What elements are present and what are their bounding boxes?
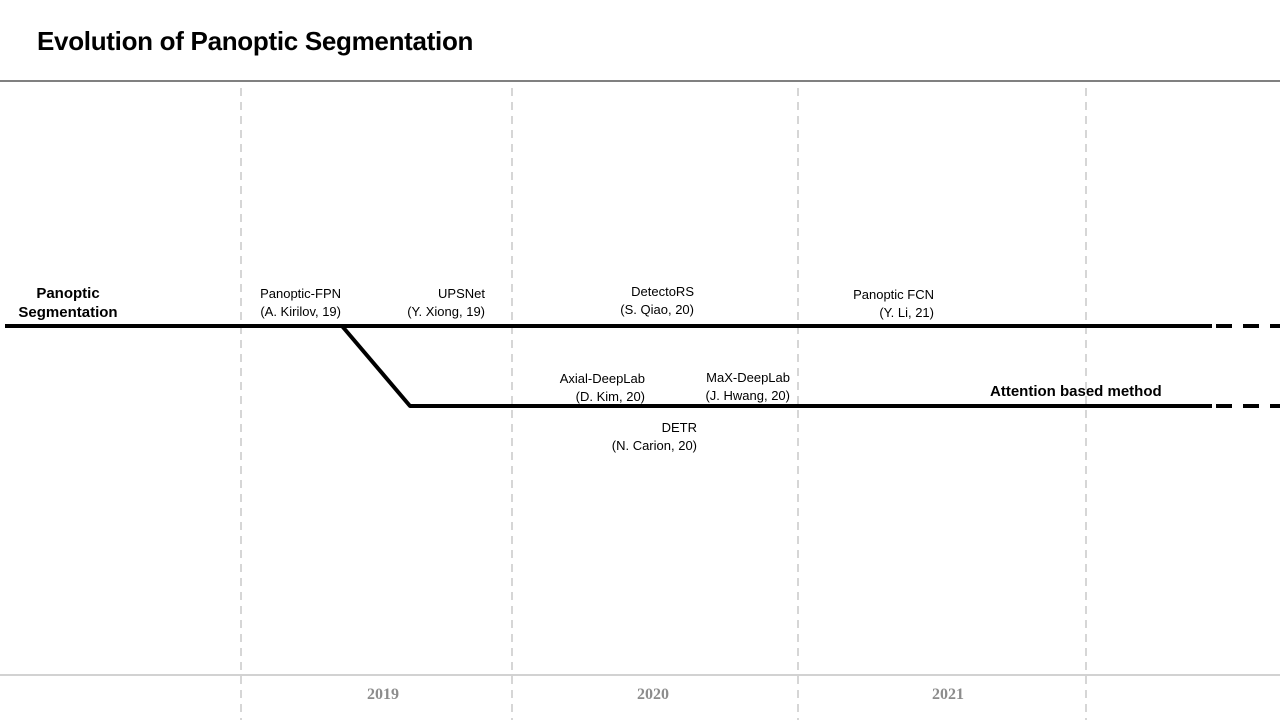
method-name: DetectoRS bbox=[631, 284, 694, 299]
method-name: Panoptic FCN bbox=[853, 287, 934, 302]
method-name: Axial-DeepLab bbox=[559, 371, 645, 386]
method-detr: DETR (N. Carion, 20) bbox=[612, 419, 697, 455]
method-reference: (S. Qiao, 20) bbox=[620, 302, 694, 317]
method-upsnet: UPSNet (Y. Xiong, 19) bbox=[407, 285, 485, 321]
method-reference: (Y. Xiong, 19) bbox=[407, 304, 485, 319]
page-title: Evolution of Panoptic Segmentation bbox=[37, 26, 474, 56]
method-reference: (N. Carion, 20) bbox=[611, 438, 697, 453]
method-name: Panoptic-FPN bbox=[260, 286, 341, 301]
method-reference: (D. Kim, 20) bbox=[575, 389, 645, 404]
year-label-2021: 2021 bbox=[932, 686, 964, 703]
method-detectors: DetectoRS (S. Qiao, 20) bbox=[620, 283, 694, 319]
method-reference: (A. Kirilov, 19) bbox=[260, 304, 341, 319]
method-axial-deeplab: Axial-DeepLab (D. Kim, 20) bbox=[560, 370, 645, 406]
method-reference: (Y. Li, 21) bbox=[879, 305, 934, 320]
attention-track-label: Attention based method bbox=[990, 383, 1162, 400]
method-max-deeplab: MaX-DeepLab (J. Hwang, 20) bbox=[705, 369, 790, 405]
method-panoptic-fpn: Panoptic-FPN (A. Kirilov, 19) bbox=[260, 285, 341, 321]
method-reference: (J. Hwang, 20) bbox=[705, 388, 790, 403]
attention-branch-line bbox=[340, 324, 1212, 408]
year-label-2020: 2020 bbox=[637, 686, 669, 703]
method-name: DETR bbox=[661, 420, 697, 435]
panoptic-track-label: Panoptic Segmentation bbox=[18, 285, 118, 321]
method-name: UPSNet bbox=[438, 286, 485, 301]
method-panoptic-fcn: Panoptic FCN (Y. Li, 21) bbox=[853, 286, 934, 322]
method-name: MaX-DeepLab bbox=[706, 370, 790, 385]
year-label-2019: 2019 bbox=[367, 686, 399, 703]
